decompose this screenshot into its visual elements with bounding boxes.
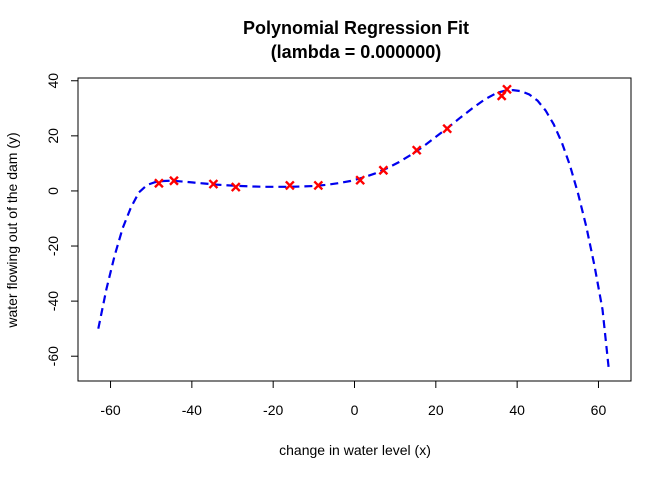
x-tick-label: 20 [428,402,444,418]
x-tick-label: -20 [263,402,283,418]
data-point [208,179,219,189]
data-point [442,123,453,134]
data-point [502,84,512,95]
y-axis-label: water flowing out of the dam (y) [4,132,20,328]
x-tick-label: -40 [182,402,202,418]
data-point [154,178,164,189]
y-tick-label: 20 [45,128,61,144]
plot-area [97,84,610,368]
data-point [313,180,324,191]
x-axis-label: change in water level (x) [279,442,431,458]
x-tick-label: 0 [351,402,359,418]
x-tick-label: 60 [591,402,607,418]
y-tick-label: 0 [45,187,61,195]
y-axis: -60 -40 -20 0 20 40 [45,73,79,366]
chart-subtitle: (lambda = 0.000000) [271,42,442,62]
x-axis: -60 -40 -20 0 20 40 60 [100,380,607,418]
y-tick-label: -20 [45,236,61,256]
y-tick-label: -60 [45,346,61,366]
plot-frame [77,77,632,382]
data-point [355,175,366,186]
data-point [230,182,241,192]
x-tick-label: 40 [509,402,525,418]
y-tick-label: -40 [45,291,61,311]
y-tick-label: 40 [45,73,61,89]
data-point [284,180,295,191]
fit-curve-line [97,88,610,368]
data-point [169,175,179,186]
data-point [378,165,389,176]
data-point [411,145,422,156]
chart-title: Polynomial Regression Fit [243,18,469,38]
x-tick-label: -60 [100,402,120,418]
